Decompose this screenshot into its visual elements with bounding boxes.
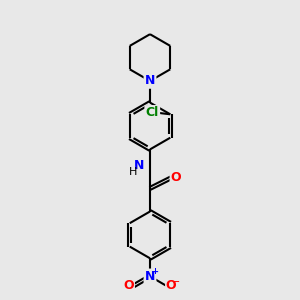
Text: N: N — [145, 270, 155, 283]
Text: Cl: Cl — [146, 106, 159, 119]
Text: H: H — [129, 167, 138, 177]
Text: O: O — [124, 279, 134, 292]
Text: N: N — [134, 159, 145, 172]
Text: +: + — [152, 267, 159, 276]
Text: −: − — [172, 277, 180, 286]
Text: O: O — [170, 171, 181, 184]
Text: N: N — [145, 74, 155, 88]
Text: O: O — [166, 279, 176, 292]
